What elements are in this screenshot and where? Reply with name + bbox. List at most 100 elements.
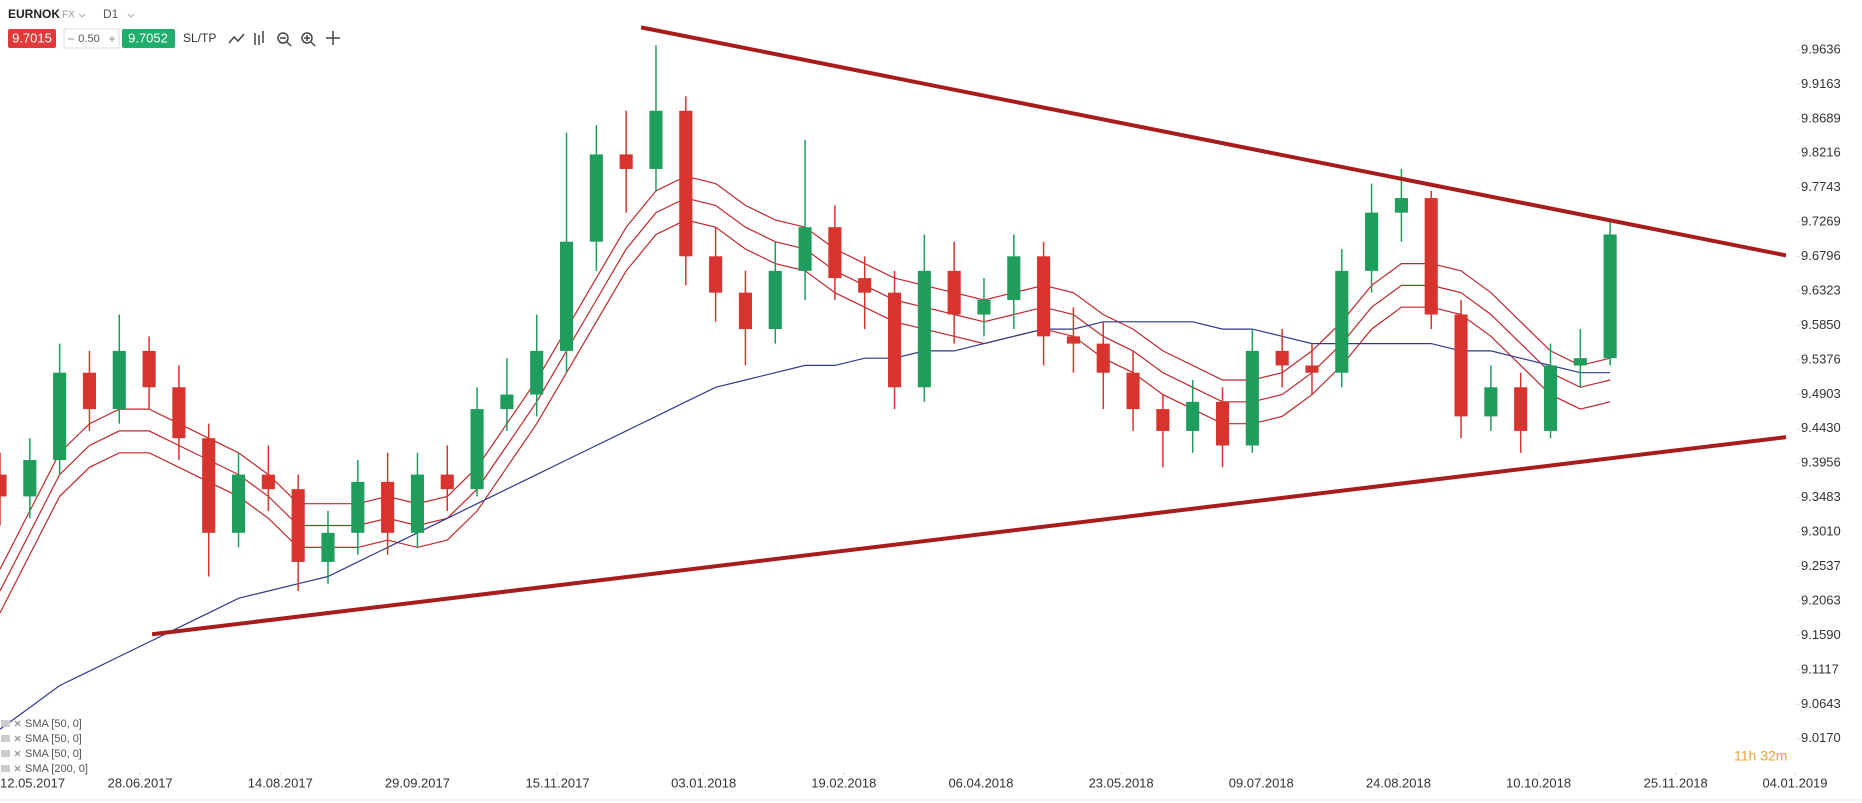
- y-tick-label: 9.0643: [1801, 696, 1841, 711]
- candle-body: [1573, 358, 1587, 366]
- market[interactable]: FX: [62, 10, 75, 21]
- candle-body: [798, 227, 812, 271]
- dropdown-icon[interactable]: [78, 13, 86, 18]
- legend-remove-icon[interactable]: [14, 750, 21, 757]
- buy-button[interactable]: [122, 29, 175, 48]
- ask-price[interactable]: 9.7052: [128, 30, 168, 45]
- candle-body: [1186, 401, 1200, 431]
- candle-body: [1066, 336, 1080, 344]
- y-tick-label: 9.9163: [1801, 76, 1841, 91]
- x-tick-label: 19.02.2018: [811, 775, 876, 790]
- candle-body: [23, 460, 37, 497]
- y-tick-label: 9.5376: [1801, 351, 1841, 366]
- candle-body: [0, 474, 7, 497]
- x-tick-label: 15.11.2017: [526, 775, 590, 790]
- candle-body: [142, 350, 156, 388]
- trend-line: [151, 435, 1787, 637]
- y-tick-label: 9.7269: [1801, 214, 1841, 229]
- zoom-out-icon[interactable]: [277, 32, 289, 44]
- candle-body: [1335, 270, 1349, 373]
- x-tick-label: 25.11.2018: [1644, 775, 1708, 790]
- indicator-icon[interactable]: [254, 31, 264, 45]
- candle-body: [172, 387, 186, 439]
- y-tick-label: 9.2063: [1801, 592, 1841, 607]
- candle-body: [1365, 212, 1379, 271]
- legend-label: SMA [50, 0]: [25, 718, 82, 730]
- legend-remove-icon[interactable]: [14, 720, 21, 727]
- legend-icon: [1, 765, 10, 772]
- candle-body: [351, 481, 365, 533]
- candle-body: [1454, 314, 1468, 417]
- candle-body: [649, 110, 663, 169]
- y-tick-label: 9.5850: [1801, 317, 1841, 332]
- zoom-in-icon[interactable]: [301, 32, 313, 44]
- y-tick-label: 9.3483: [1801, 489, 1841, 504]
- zoom-out-icon[interactable]: [280, 37, 292, 47]
- candle-body: [589, 154, 603, 242]
- x-tick-label: 04.01.2019: [1762, 775, 1827, 790]
- candle-body: [887, 292, 902, 388]
- candle-body: [500, 394, 514, 410]
- candle-body: [410, 474, 425, 533]
- candle-body: [1215, 401, 1230, 446]
- candle-body: [709, 256, 723, 293]
- y-tick-label: 9.0170: [1801, 730, 1841, 745]
- plot-area: [0, 25, 1787, 730]
- timeframe[interactable]: D1: [103, 7, 119, 21]
- y-tick-label: 9.6796: [1801, 248, 1841, 263]
- legend-remove-icon[interactable]: [14, 735, 21, 742]
- y-tick-label: 9.8689: [1801, 110, 1841, 125]
- candle-body: [440, 474, 454, 490]
- y-tick-label: 9.6323: [1801, 282, 1841, 297]
- legend-remove-icon[interactable]: [14, 765, 21, 772]
- x-tick-label: 09.07.2018: [1229, 775, 1294, 790]
- x-tick-label: 14.08.2017: [248, 775, 313, 790]
- dropdown-icon[interactable]: [127, 13, 135, 18]
- legend-label: SMA [50, 0]: [25, 733, 82, 745]
- y-tick-label: 9.1117: [1801, 661, 1839, 676]
- sltp[interactable]: SL/TP: [183, 31, 216, 45]
- y-tick-label: 9.2537: [1801, 558, 1841, 573]
- x-tick-label: 03.01.2018: [671, 775, 736, 790]
- toolbar: EURNOK FX D1 9.7015 0.50 9.7052 SL/TP: [8, 7, 340, 49]
- x-tick-label: 12.05.2017: [0, 775, 65, 790]
- candle-body: [858, 278, 872, 293]
- candle-body: [1514, 387, 1528, 431]
- trend-line: [640, 25, 1787, 258]
- candle-body: [291, 489, 305, 562]
- crosshair-icon[interactable]: [326, 31, 340, 45]
- legend-icon: [1, 750, 10, 757]
- candle-body: [1126, 372, 1140, 410]
- legend-label: SMA [50, 0]: [25, 748, 82, 760]
- y-tick-label: 9.7743: [1801, 179, 1841, 194]
- candle-body: [470, 409, 484, 490]
- y-tick-label: 9.4430: [1801, 420, 1841, 435]
- y-tick-label: 9.9636: [1801, 41, 1841, 56]
- sell-button[interactable]: [8, 29, 56, 48]
- x-tick-label: 23.05.2018: [1089, 775, 1154, 790]
- legend-label: SMA [200, 0]: [25, 763, 88, 775]
- candle-body: [619, 154, 633, 169]
- bid-price[interactable]: 9.7015: [12, 30, 52, 45]
- candle-body: [768, 270, 782, 330]
- candle-body: [559, 241, 574, 351]
- plus-icon[interactable]: [109, 36, 115, 42]
- spread: 0.50: [78, 33, 99, 45]
- candle-body: [1007, 256, 1021, 300]
- candle-body: [530, 350, 544, 395]
- x-tick-label: 10.10.2018: [1506, 775, 1571, 790]
- countdown: 11h 32m: [1734, 748, 1787, 764]
- chart-type-icon[interactable]: [228, 33, 245, 44]
- zoom-in-icon[interactable]: [304, 35, 316, 47]
- candle-body: [231, 474, 246, 533]
- legend-icon: [1, 735, 10, 742]
- candle-body: [1305, 365, 1319, 373]
- symbol[interactable]: EURNOK: [8, 7, 60, 21]
- y-tick-label: 9.3956: [1801, 455, 1841, 470]
- candle-body: [381, 481, 395, 533]
- candle-body: [1424, 198, 1438, 315]
- candle-body: [1156, 409, 1170, 431]
- candle-body: [1096, 343, 1110, 373]
